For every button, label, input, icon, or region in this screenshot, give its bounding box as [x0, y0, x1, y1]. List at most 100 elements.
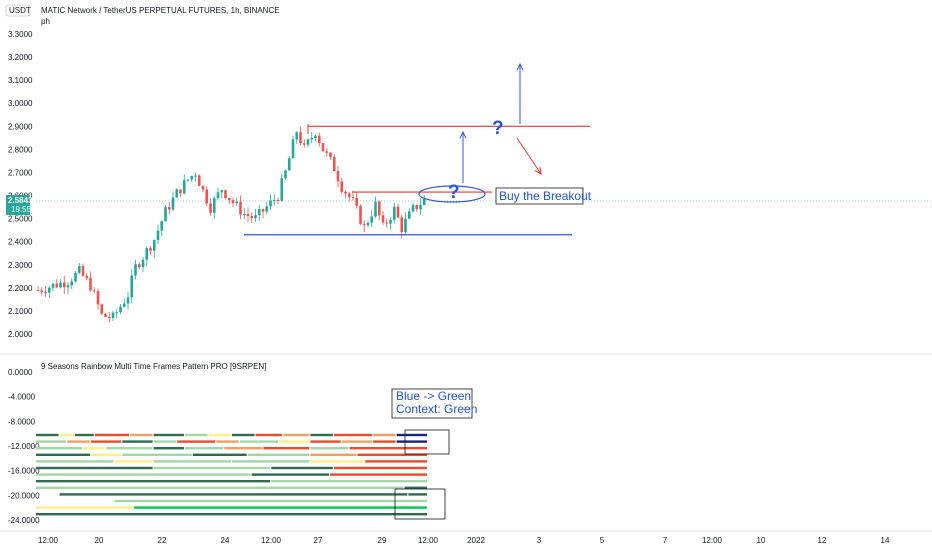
indicator-segment	[232, 433, 255, 437]
arrow-up-large-head	[516, 62, 524, 71]
price-tag-value: 2.5843	[8, 196, 33, 205]
candle-body	[152, 240, 156, 251]
indicator-pane[interactable]	[0, 355, 932, 531]
time-tick-label: 2022	[467, 536, 485, 545]
indicator-segment	[192, 453, 247, 456]
chart-title: MATIC Network / TetherUS PERPETUAL FUTUR…	[41, 6, 280, 15]
price-tick-label: 2.4000	[8, 238, 33, 247]
note-line-2: Context: Green	[396, 402, 477, 416]
candle-body	[254, 215, 257, 219]
indicator-segment	[59, 433, 75, 437]
indicator-y-axis[interactable]: 0.0000 -4.0000 -8.0000 -12.0000 -16.0000 -20.…	[8, 368, 40, 525]
highlight-box-top[interactable]	[404, 429, 450, 455]
price-tick-label: 2.7000	[8, 168, 33, 177]
time-tick-label: 27	[314, 536, 323, 545]
indicator-segment	[404, 486, 427, 489]
candle-body	[209, 203, 212, 213]
indicator-short-label: ph	[41, 17, 50, 26]
candle-body	[85, 275, 89, 278]
candle-body	[145, 248, 149, 260]
indicator-segment	[36, 447, 83, 450]
indicator-segment	[357, 453, 427, 456]
candle-body	[227, 198, 231, 201]
candle-body	[47, 287, 51, 293]
indicator-title: 9 Seasons Rainbow Multi Time Frames Patt…	[41, 362, 266, 371]
candlestick-series[interactable]	[36, 127, 426, 323]
indicator-segment	[36, 506, 133, 509]
candle-body	[400, 217, 404, 232]
candle-body	[122, 303, 126, 307]
candle-body	[280, 178, 284, 201]
candle-body	[134, 264, 137, 276]
drawings[interactable]: ?? Buy the Breakout	[244, 62, 592, 236]
indicator-segment	[36, 460, 114, 463]
candle-body	[137, 264, 141, 268]
indicator-segment	[153, 460, 231, 463]
breakout-ellipse	[418, 185, 486, 203]
indicator-heatmap[interactable]	[36, 433, 428, 516]
indicator-segment	[134, 506, 427, 509]
candle-body	[119, 306, 122, 313]
candle-body	[377, 201, 381, 216]
indicator-segment	[255, 433, 282, 437]
time-tick-label: 24	[221, 536, 230, 545]
indicator-note[interactable]: Blue -> Green Context: Green	[391, 388, 477, 419]
indicator-segment	[396, 440, 427, 443]
indicator-segment	[251, 473, 329, 476]
header: USDT MATIC Network / TetherUS PERPETUAL …	[5, 4, 280, 26]
indicator-segment	[36, 486, 404, 489]
indicator-segment	[408, 493, 427, 496]
candle-body	[261, 209, 265, 212]
highlight-box-bottom[interactable]	[394, 488, 446, 520]
candle-body	[407, 211, 411, 219]
callout-box	[495, 187, 584, 205]
candle-body	[70, 281, 74, 286]
currency-badge[interactable]	[5, 4, 31, 17]
candle-body	[239, 201, 242, 215]
indicator-segment	[90, 440, 122, 443]
candle-body	[381, 215, 385, 223]
indicator-segment	[114, 499, 428, 503]
indicator-segment	[279, 440, 310, 443]
candle-body	[51, 283, 55, 288]
candle-body	[392, 206, 396, 220]
price-tag-box	[6, 195, 30, 215]
indicator-segment	[106, 447, 153, 450]
candle-body	[265, 206, 269, 212]
candle-body	[389, 219, 392, 224]
indicator-segment	[271, 466, 333, 470]
indicator-segment	[122, 453, 192, 456]
candle-body	[81, 266, 85, 276]
indicator-segment	[247, 453, 310, 456]
price-tag-countdown: 19:55	[11, 205, 32, 214]
indicator-segment	[114, 460, 153, 463]
candle-body	[156, 230, 160, 241]
price-tick-label: 2.1000	[8, 307, 33, 316]
candle-body	[385, 222, 389, 224]
price-pane[interactable]	[0, 0, 932, 354]
candle-body	[419, 204, 422, 210]
indicator-segment	[36, 433, 59, 437]
indicator-segment	[282, 433, 310, 437]
candle-body	[374, 201, 377, 217]
candle-body	[104, 313, 107, 317]
candle-body	[329, 152, 332, 158]
candle-body	[186, 179, 190, 181]
candle-body	[160, 221, 164, 231]
price-tick-label: 3.0000	[8, 99, 33, 108]
candle-body	[250, 216, 254, 219]
indicator-segment	[90, 453, 122, 456]
indicator-tick-label: -16.0000	[8, 467, 40, 476]
indicator-segment	[365, 460, 427, 463]
candle-body	[130, 275, 134, 298]
indicator-segment	[153, 466, 271, 470]
candle-body	[355, 197, 359, 206]
candle-body	[111, 312, 115, 319]
indicator-segment	[310, 447, 349, 450]
candle-body	[321, 143, 325, 152]
candle-body	[404, 218, 407, 232]
candle-body	[66, 285, 70, 288]
candle-body	[287, 158, 291, 171]
time-axis[interactable]: 12:00 20 22 24 12:00 27 29 12:00 2022 3 5 7 12:00 10 1…	[38, 536, 890, 545]
